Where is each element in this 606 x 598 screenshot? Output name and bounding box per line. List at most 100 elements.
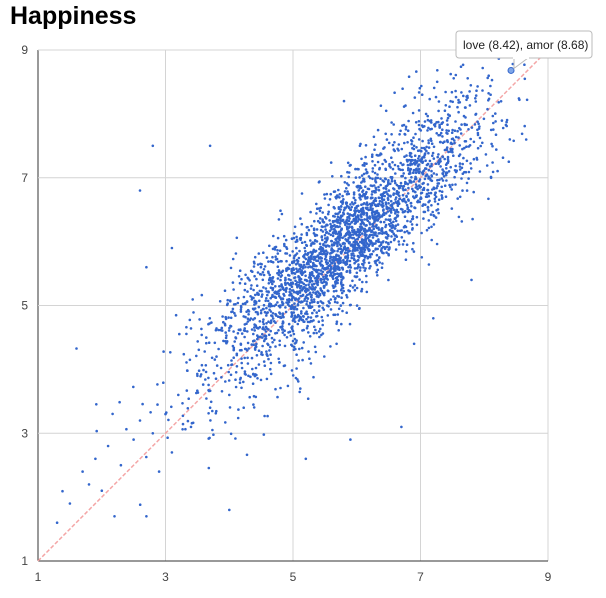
- data-point: [414, 132, 417, 136]
- data-point: [428, 177, 432, 180]
- data-point: [288, 290, 292, 294]
- data-point: [278, 339, 282, 343]
- data-point: [349, 208, 353, 211]
- data-point: [257, 252, 261, 255]
- data-point: [55, 521, 59, 524]
- data-point: [445, 131, 448, 135]
- data-point: [323, 225, 327, 228]
- data-point: [398, 229, 402, 233]
- data-point: [445, 129, 448, 132]
- data-point: [296, 322, 300, 326]
- data-point: [208, 406, 212, 410]
- data-point: [262, 286, 265, 289]
- data-point: [339, 250, 343, 254]
- data-point: [411, 215, 415, 218]
- data-point: [344, 263, 348, 266]
- data-point: [187, 397, 190, 401]
- x-tick-label: 9: [545, 570, 552, 584]
- data-point: [291, 250, 295, 253]
- data-point: [340, 227, 343, 231]
- data-point: [418, 149, 422, 152]
- data-point: [371, 153, 374, 156]
- data-point: [390, 121, 393, 124]
- data-point: [404, 250, 408, 253]
- data-point: [324, 276, 328, 280]
- data-point: [350, 221, 353, 224]
- data-point: [481, 66, 485, 70]
- data-point: [334, 264, 337, 268]
- data-point: [361, 206, 365, 210]
- data-point: [446, 161, 450, 165]
- data-point: [406, 163, 410, 167]
- data-point: [443, 157, 447, 161]
- data-point: [384, 203, 388, 206]
- data-point: [407, 198, 410, 201]
- data-point: [422, 188, 426, 191]
- data-point: [368, 233, 372, 237]
- data-point: [441, 128, 444, 131]
- data-point: [226, 302, 229, 305]
- data-point: [451, 137, 455, 140]
- data-point: [437, 153, 440, 156]
- data-point: [457, 215, 461, 219]
- data-point: [424, 195, 428, 198]
- data-point: [325, 304, 329, 307]
- data-point: [436, 178, 439, 182]
- data-point: [457, 110, 460, 114]
- data-point: [407, 186, 410, 190]
- data-point: [328, 274, 332, 277]
- data-point: [250, 343, 253, 346]
- data-point: [415, 215, 419, 219]
- data-point: [292, 348, 296, 352]
- data-point: [340, 291, 344, 295]
- data-point: [431, 188, 434, 191]
- data-point: [165, 411, 168, 414]
- data-point: [414, 171, 418, 175]
- data-point: [272, 234, 275, 238]
- data-point: [410, 181, 413, 184]
- data-point: [406, 192, 410, 195]
- data-point: [341, 194, 344, 198]
- data-point: [418, 86, 422, 90]
- data-point: [439, 165, 442, 168]
- data-point: [458, 162, 462, 165]
- data-point: [476, 131, 480, 135]
- data-point: [423, 177, 427, 181]
- data-point: [312, 331, 316, 335]
- data-point: [199, 373, 203, 376]
- data-point: [237, 408, 240, 411]
- data-point: [380, 203, 383, 207]
- data-point: [325, 238, 329, 242]
- data-point: [305, 326, 309, 330]
- data-point: [384, 109, 388, 113]
- data-point: [371, 201, 374, 205]
- data-point: [240, 366, 244, 370]
- data-point: [350, 252, 353, 256]
- data-point: [318, 335, 321, 339]
- data-point: [292, 268, 295, 271]
- data-point: [252, 403, 255, 406]
- data-point: [478, 136, 482, 140]
- data-point: [245, 300, 249, 303]
- data-point: [316, 301, 320, 304]
- data-point: [453, 129, 457, 132]
- data-point: [468, 104, 472, 107]
- data-point: [328, 252, 332, 255]
- data-point: [401, 163, 404, 167]
- data-point: [251, 367, 254, 371]
- data-point: [420, 231, 423, 235]
- data-point: [213, 341, 217, 345]
- data-point: [309, 265, 313, 269]
- data-point: [474, 100, 478, 103]
- data-point: [334, 268, 337, 272]
- data-point: [397, 243, 401, 246]
- data-point: [317, 268, 320, 272]
- data-point: [341, 309, 344, 313]
- data-point: [435, 80, 439, 84]
- data-point: [267, 260, 270, 263]
- data-point: [360, 287, 364, 291]
- data-point: [412, 189, 415, 193]
- data-point: [446, 139, 449, 142]
- data-point: [291, 319, 295, 322]
